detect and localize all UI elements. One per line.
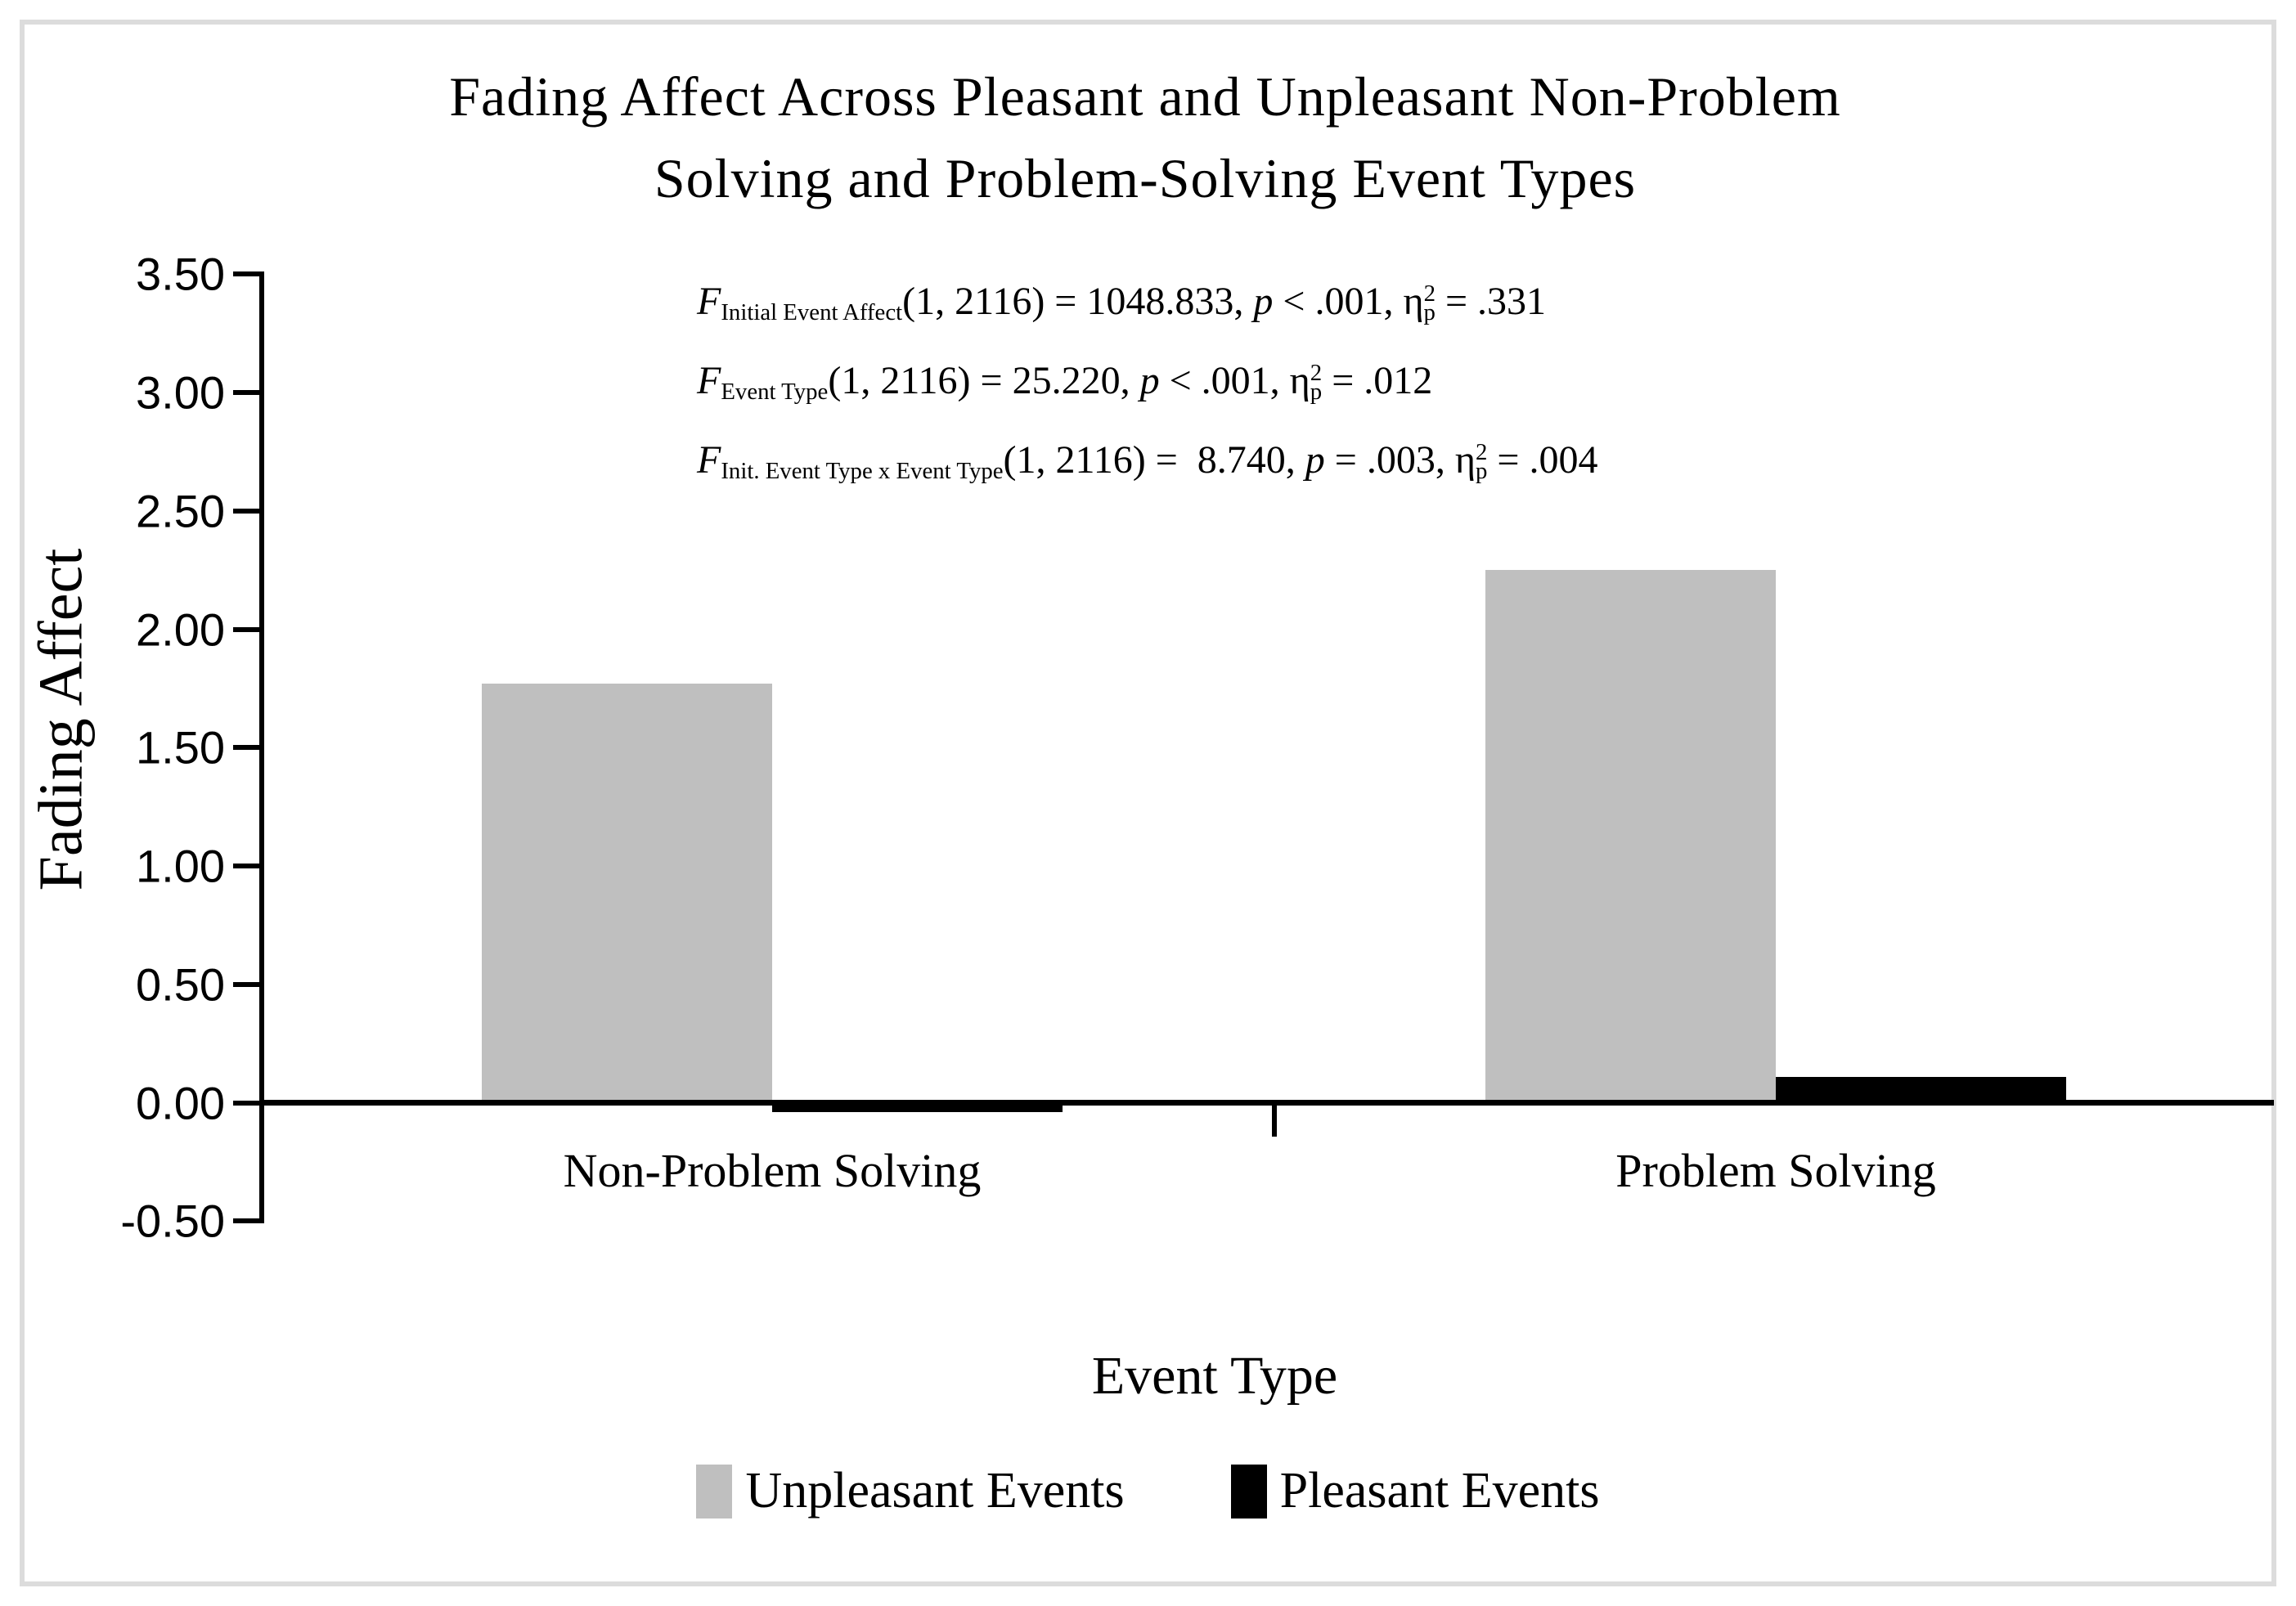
legend-swatch-pleasant-icon [1230,1464,1267,1519]
y-tick-label: -0.50 [120,1195,225,1247]
y-tick-mark [233,1100,259,1106]
stats-annotation: FInitial Event Affect(1, 2116) = 1048.83… [697,263,1597,501]
x-category-label-non-problem-solving: Non-Problem Solving [563,1144,982,1197]
bar-unpleasant-non-problem-solving [481,684,772,1103]
y-tick-mark [233,626,259,632]
x-axis-title: Event Type [1091,1346,1338,1406]
x-category-label-problem-solving: Problem Solving [1615,1144,1936,1197]
y-tick-label: 0.50 [136,958,225,1011]
y-tick-label: 0.00 [136,1077,225,1128]
legend-label-pleasant: Pleasant Events [1279,1463,1600,1519]
figure-border [20,20,2276,1586]
bar-pleasant-non-problem-solving [771,1102,1063,1113]
y-tick-mark [233,390,259,395]
legend-label-unpleasant: Unpleasant Events [745,1463,1125,1519]
chart-title: Fading Affect Across Pleasant and Unplea… [204,56,2086,219]
y-tick-mark [233,981,259,987]
chart-title-line2: Solving and Problem-Solving Event Types [654,147,1637,209]
legend-item-pleasant-events: Pleasant Events [1230,1462,1600,1520]
chart-title-line1: Fading Affect Across Pleasant and Unplea… [449,65,1841,128]
y-axis-line [259,271,264,1223]
x-axis-line [259,1100,2274,1106]
legend: Unpleasant Events Pleasant Events [0,1462,2296,1520]
bar-pleasant-problem-solving [1776,1076,2067,1103]
y-tick-mark [233,271,259,277]
y-tick-mark [233,864,259,868]
stats-annotation-line: FInit. Event Type x Event Type(1, 2116) … [697,437,1598,485]
y-tick-mark [233,1218,259,1224]
y-tick-label: 1.00 [136,840,225,892]
legend-swatch-unpleasant-icon [696,1464,733,1519]
y-tick-label: 3.00 [136,366,225,419]
y-tick-label: 1.50 [136,721,225,774]
stats-annotation-line: FEvent Type(1, 2116) = 25.220, p < .001,… [697,358,1433,406]
y-tick-label: 2.00 [136,603,225,655]
stats-annotation-line: FInitial Event Affect(1, 2116) = 1048.83… [697,279,1547,326]
y-tick-mark [233,508,259,514]
legend-item-unpleasant-events: Unpleasant Events [696,1462,1125,1520]
y-tick-label: 2.50 [136,485,225,537]
x-axis-category-tick [1272,1102,1277,1137]
bar-unpleasant-problem-solving [1485,570,1777,1103]
y-tick-label: 3.50 [136,248,225,300]
y-tick-mark [233,745,259,751]
